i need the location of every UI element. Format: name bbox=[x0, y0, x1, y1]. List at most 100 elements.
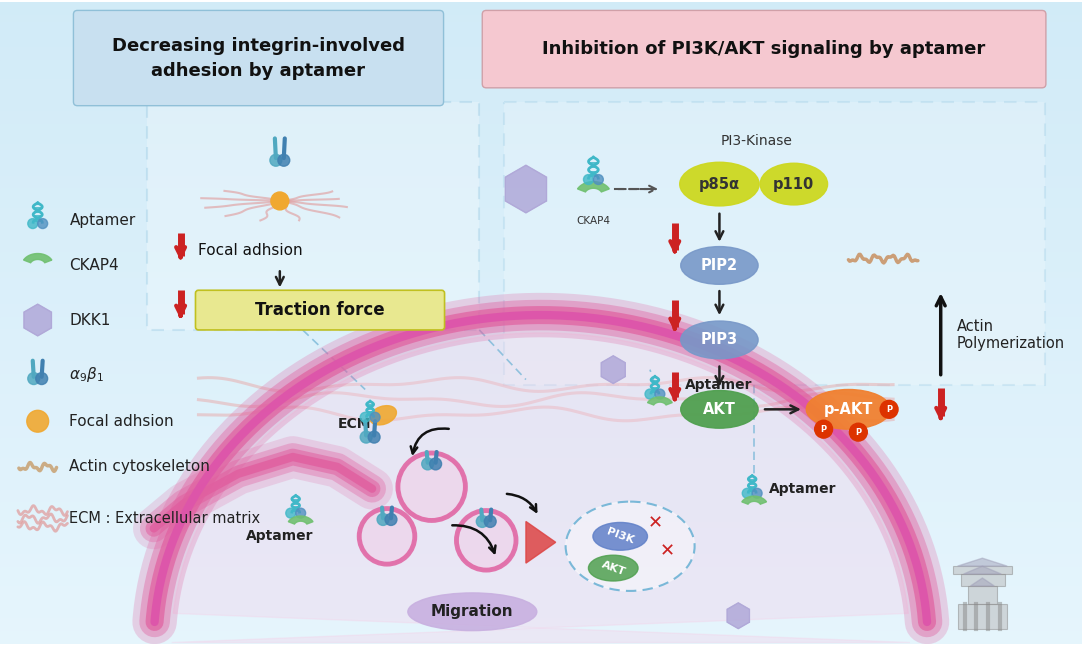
Bar bbox=[0, 605, 1081, 612]
Text: P: P bbox=[821, 424, 826, 433]
Circle shape bbox=[583, 174, 593, 185]
Text: Aptamer: Aptamer bbox=[70, 213, 136, 228]
Text: PIP2: PIP2 bbox=[701, 258, 738, 273]
Polygon shape bbox=[578, 182, 609, 192]
Bar bbox=[0, 573, 1081, 579]
Bar bbox=[0, 297, 1081, 304]
Bar bbox=[0, 163, 1081, 169]
Ellipse shape bbox=[760, 163, 827, 205]
Text: Aptamer: Aptamer bbox=[770, 482, 836, 495]
Bar bbox=[0, 329, 1081, 336]
Bar bbox=[0, 182, 1081, 189]
Circle shape bbox=[422, 458, 434, 470]
Bar bbox=[0, 253, 1081, 259]
Bar bbox=[0, 207, 1081, 214]
Text: p85α: p85α bbox=[699, 176, 740, 192]
Bar bbox=[0, 522, 1081, 528]
Circle shape bbox=[286, 508, 295, 518]
Bar bbox=[0, 439, 1081, 445]
Ellipse shape bbox=[593, 523, 647, 550]
Bar bbox=[0, 534, 1081, 541]
Bar bbox=[960, 574, 1005, 586]
Bar bbox=[0, 150, 1081, 156]
Polygon shape bbox=[288, 516, 313, 524]
Polygon shape bbox=[964, 566, 1002, 574]
Text: ✕: ✕ bbox=[659, 542, 675, 560]
Circle shape bbox=[814, 421, 833, 438]
Bar bbox=[0, 349, 1081, 355]
Bar bbox=[0, 3, 1081, 9]
Bar bbox=[953, 566, 1013, 574]
Circle shape bbox=[36, 373, 48, 384]
Bar bbox=[0, 393, 1081, 400]
Text: CKAP4: CKAP4 bbox=[577, 216, 610, 226]
Bar bbox=[0, 323, 1081, 329]
Bar bbox=[0, 16, 1081, 22]
Ellipse shape bbox=[681, 321, 759, 359]
Bar bbox=[0, 156, 1081, 163]
Circle shape bbox=[655, 389, 665, 399]
Text: ✕: ✕ bbox=[647, 514, 663, 532]
Text: Decreasing integrin-involved
adhesion by aptamer: Decreasing integrin-involved adhesion by… bbox=[111, 37, 404, 79]
Bar bbox=[0, 143, 1081, 150]
FancyBboxPatch shape bbox=[147, 101, 480, 330]
Bar bbox=[0, 503, 1081, 509]
Text: AKT: AKT bbox=[600, 559, 627, 577]
Bar bbox=[0, 118, 1081, 124]
Text: P: P bbox=[856, 428, 861, 437]
FancyBboxPatch shape bbox=[73, 10, 444, 106]
Bar bbox=[0, 406, 1081, 413]
Bar bbox=[0, 233, 1081, 240]
Bar bbox=[0, 426, 1081, 432]
Bar bbox=[0, 451, 1081, 457]
Text: Actin cytoskeleton: Actin cytoskeleton bbox=[70, 459, 210, 474]
Text: ECM : Extracellular matrix: ECM : Extracellular matrix bbox=[70, 511, 261, 526]
Bar bbox=[0, 284, 1081, 291]
Bar bbox=[0, 483, 1081, 490]
Circle shape bbox=[377, 514, 389, 525]
Bar bbox=[0, 9, 1081, 16]
Bar bbox=[968, 586, 997, 604]
Bar bbox=[0, 362, 1081, 368]
Text: Focal adhsion: Focal adhsion bbox=[70, 413, 174, 429]
Bar bbox=[0, 79, 1081, 86]
Ellipse shape bbox=[566, 501, 694, 591]
Circle shape bbox=[484, 516, 496, 527]
Polygon shape bbox=[742, 496, 766, 505]
Bar bbox=[0, 368, 1081, 374]
Bar bbox=[0, 317, 1081, 323]
Bar bbox=[0, 528, 1081, 534]
Bar bbox=[0, 41, 1081, 47]
Bar bbox=[0, 130, 1081, 137]
Circle shape bbox=[38, 218, 48, 229]
Circle shape bbox=[385, 514, 397, 525]
Circle shape bbox=[360, 431, 372, 443]
Bar bbox=[0, 22, 1081, 28]
Bar bbox=[0, 99, 1081, 105]
Bar bbox=[0, 637, 1081, 643]
Ellipse shape bbox=[408, 593, 537, 630]
Text: Actin
Polymerization: Actin Polymerization bbox=[957, 318, 1065, 351]
Bar bbox=[958, 604, 1007, 629]
Bar bbox=[0, 304, 1081, 310]
Circle shape bbox=[278, 154, 290, 166]
Bar bbox=[0, 201, 1081, 207]
Text: Traction force: Traction force bbox=[255, 301, 385, 319]
Bar bbox=[0, 278, 1081, 284]
Bar bbox=[0, 612, 1081, 618]
Circle shape bbox=[371, 412, 380, 422]
Circle shape bbox=[645, 389, 655, 399]
Circle shape bbox=[27, 218, 38, 229]
Bar bbox=[0, 599, 1081, 605]
Bar bbox=[0, 195, 1081, 201]
Circle shape bbox=[881, 401, 898, 418]
Text: $\alpha_9\beta_1$: $\alpha_9\beta_1$ bbox=[70, 365, 105, 384]
Circle shape bbox=[295, 508, 305, 518]
Bar bbox=[0, 34, 1081, 41]
Bar bbox=[0, 374, 1081, 380]
Bar bbox=[0, 490, 1081, 496]
Ellipse shape bbox=[807, 390, 891, 429]
Circle shape bbox=[429, 458, 441, 470]
Bar bbox=[0, 272, 1081, 278]
Bar bbox=[0, 432, 1081, 439]
